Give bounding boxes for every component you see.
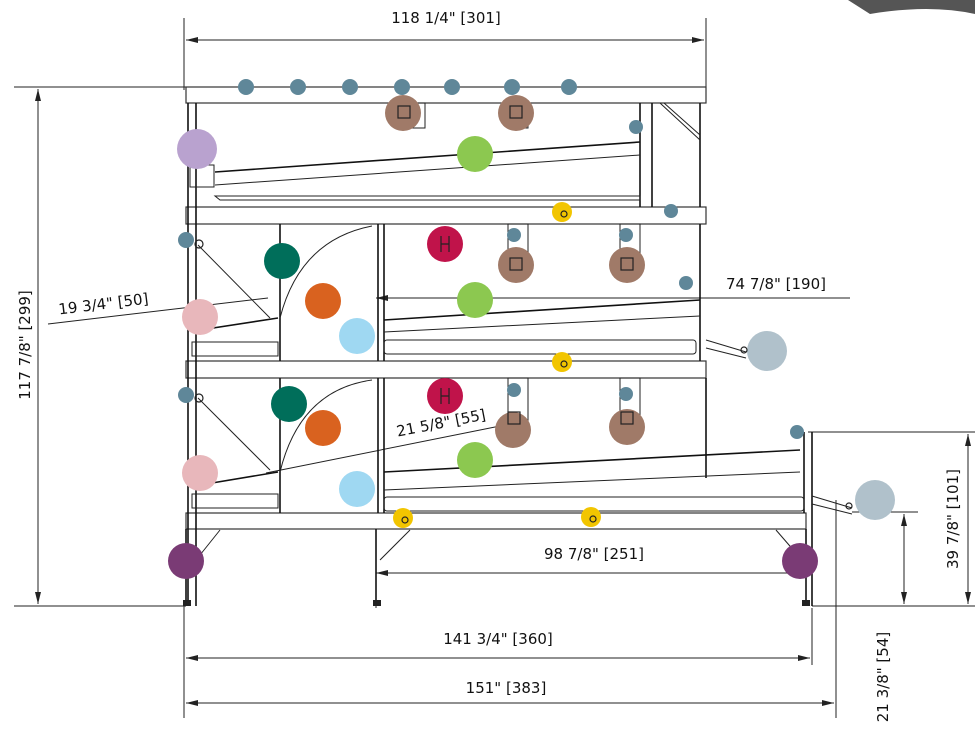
steel-blue-marker — [619, 387, 633, 401]
steel-blue-marker — [664, 204, 678, 218]
dimension-lines — [14, 18, 975, 718]
steel-blue-marker — [444, 79, 460, 95]
base-width-label: 141 3/4" [360] — [443, 630, 553, 648]
orange-marker — [305, 283, 341, 319]
pink-marker — [182, 299, 218, 335]
machine-frame — [183, 86, 853, 606]
steel-blue-marker — [238, 79, 254, 95]
purple-marker — [782, 543, 818, 579]
steel-blue-marker — [290, 79, 306, 95]
grey-blue-marker — [855, 480, 895, 520]
overall-width-label: 151" [383] — [466, 679, 547, 697]
brown-marker — [498, 95, 534, 131]
brown-marker — [609, 409, 645, 445]
steel-blue-marker — [342, 79, 358, 95]
brown-marker — [495, 412, 531, 448]
green-marker — [457, 442, 493, 478]
total-height-label: 117 7/8" [299] — [16, 290, 34, 400]
top-width-label: 118 1/4" [301] — [391, 9, 501, 27]
steel-blue-marker — [507, 383, 521, 397]
purple-marker — [168, 543, 204, 579]
pink-marker — [182, 455, 218, 491]
steel-blue-marker — [561, 79, 577, 95]
brown-marker — [609, 247, 645, 283]
steel-blue-marker — [178, 387, 194, 403]
lavender-marker — [177, 129, 217, 169]
steel-blue-marker — [178, 232, 194, 248]
teal-marker — [264, 243, 300, 279]
inner-width-label: 98 7/8" [251] — [544, 545, 644, 563]
corner-decoration — [848, 0, 975, 14]
light-blue-marker — [339, 318, 375, 354]
steel-blue-marker — [507, 228, 521, 242]
steel-blue-marker — [504, 79, 520, 95]
right-offset-label: 74 7/8" [190] — [726, 275, 826, 293]
brown-marker — [385, 95, 421, 131]
markers — [168, 79, 895, 579]
green-marker — [457, 136, 493, 172]
steel-blue-marker — [790, 425, 804, 439]
light-blue-marker — [339, 471, 375, 507]
steel-blue-marker — [394, 79, 410, 95]
right-height-label: 39 7/8" [101] — [944, 469, 962, 569]
grey-blue-marker — [747, 331, 787, 371]
teal-marker — [271, 386, 307, 422]
marker-symbols — [194, 105, 853, 524]
green-marker — [457, 282, 493, 318]
foot-height-label: 21 3/8" [54] — [874, 632, 892, 722]
steel-blue-marker — [619, 228, 633, 242]
steel-blue-marker — [629, 120, 643, 134]
orange-marker — [305, 410, 341, 446]
brown-marker — [498, 247, 534, 283]
steel-blue-marker — [679, 276, 693, 290]
